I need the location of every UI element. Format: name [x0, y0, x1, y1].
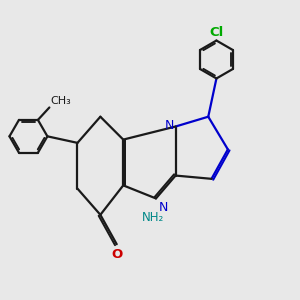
Text: N: N: [165, 118, 174, 131]
Text: Cl: Cl: [209, 26, 224, 39]
Text: NH₂: NH₂: [142, 211, 164, 224]
Text: N: N: [159, 201, 168, 214]
Text: CH₃: CH₃: [50, 96, 71, 106]
Text: O: O: [111, 248, 122, 261]
